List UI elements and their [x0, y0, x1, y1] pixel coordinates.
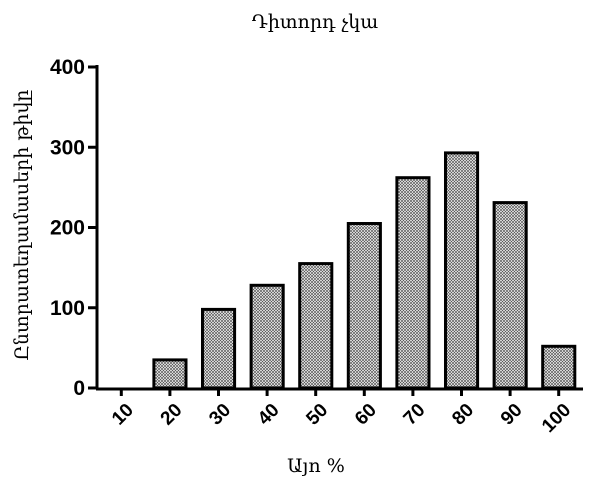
- y-tick-label: 200: [50, 217, 85, 240]
- bar-60: [346, 222, 382, 390]
- x-tick-label: 10: [108, 400, 138, 430]
- x-tick-label: 30: [205, 400, 235, 430]
- bar-100: [541, 344, 577, 390]
- bars-group: [152, 151, 577, 390]
- y-tick-label: 0: [73, 377, 85, 400]
- bar-30: [201, 307, 237, 390]
- x-tick-label: 60: [351, 400, 381, 430]
- x-tick-label: 50: [302, 400, 332, 430]
- bar-20: [152, 358, 188, 390]
- x-tick-label: 70: [400, 400, 430, 430]
- bar-90: [492, 201, 528, 390]
- x-ticks-group: 10 20 30 40 50 60 70 80 90 100: [108, 388, 575, 437]
- x-tick-label: 80: [448, 400, 478, 430]
- x-axis-label: Այո %: [287, 455, 345, 477]
- y-tick-label: 100: [50, 297, 85, 320]
- chart-title: Դիտորդ չկա: [252, 11, 379, 33]
- y-axis-label: Ընտրատեղամասերի թիվը: [11, 89, 33, 360]
- y-tick-label: 300: [50, 136, 85, 159]
- x-tick-label: 100: [538, 400, 575, 437]
- bar-70: [395, 176, 431, 390]
- bar-80: [444, 151, 480, 390]
- bar-40: [249, 283, 285, 390]
- y-tick-label: 400: [50, 56, 85, 79]
- y-ticks-group: 0 100 200 300 400: [50, 56, 97, 400]
- x-tick-label: 90: [497, 400, 527, 430]
- x-tick-label: 20: [157, 400, 187, 430]
- bar-50: [298, 262, 334, 390]
- x-tick-label: 40: [254, 400, 284, 430]
